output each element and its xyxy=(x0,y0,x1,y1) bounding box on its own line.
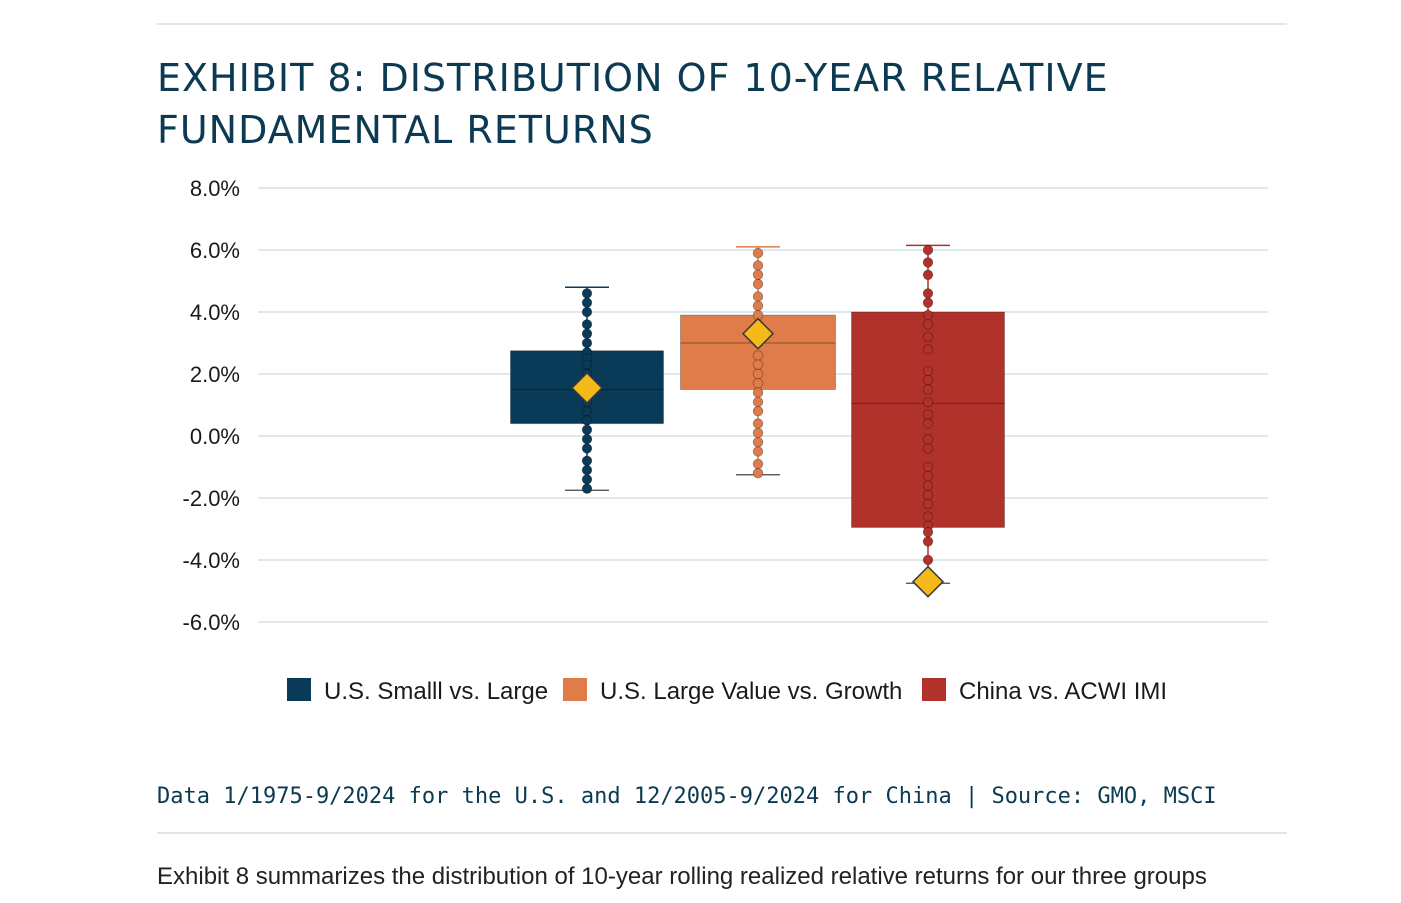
data-point xyxy=(581,455,593,467)
legend-label: U.S. Large Value vs. Growth xyxy=(600,678,902,705)
data-point xyxy=(752,396,764,408)
top-rule xyxy=(157,23,1287,25)
data-point xyxy=(581,424,593,436)
exhibit-title: EXHIBIT 8: DISTRIBUTION OF 10-YEAR RELAT… xyxy=(157,52,1157,156)
data-point xyxy=(581,443,593,454)
y-tick-label: 2.0% xyxy=(190,362,240,387)
box-group xyxy=(851,244,1005,598)
box-group xyxy=(680,246,836,479)
data-point xyxy=(922,511,934,522)
data-point xyxy=(752,368,764,380)
data-point xyxy=(581,328,593,339)
y-tick-label: 0.0% xyxy=(190,424,240,449)
legend-label: U.S. Smalll vs. Large xyxy=(324,678,548,705)
data-point xyxy=(581,319,593,330)
body-text: Exhibit 8 summarizes the distribution of… xyxy=(157,863,1207,890)
data-point xyxy=(752,427,764,439)
data-point xyxy=(752,247,764,259)
data-point xyxy=(922,554,934,566)
y-tick-label: -2.0% xyxy=(183,486,240,511)
data-point xyxy=(581,464,593,476)
data-point xyxy=(752,291,764,302)
data-point xyxy=(922,344,934,355)
data-point xyxy=(922,409,934,420)
data-point xyxy=(922,461,934,473)
data-point xyxy=(581,297,593,308)
data-point xyxy=(581,474,593,485)
data-point xyxy=(922,288,934,299)
data-point xyxy=(752,359,764,370)
data-point xyxy=(752,418,764,429)
chart-legend: U.S. Smalll vs. Large U.S. Large Value vs… xyxy=(287,678,1167,705)
data-point xyxy=(581,359,593,370)
mean-marker xyxy=(911,565,945,598)
data-point xyxy=(581,415,593,426)
y-tick-label: 8.0% xyxy=(190,176,240,201)
data-point xyxy=(752,468,764,479)
data-point xyxy=(581,288,593,299)
legend-swatch xyxy=(287,678,311,701)
data-point xyxy=(581,433,593,445)
data-point xyxy=(922,480,934,491)
data-point xyxy=(752,458,764,470)
data-point xyxy=(922,365,934,377)
data-point xyxy=(922,257,934,268)
y-tick-label: -4.0% xyxy=(183,548,240,573)
data-point xyxy=(922,526,934,538)
data-point xyxy=(922,319,934,330)
data-point xyxy=(752,437,764,448)
box-plot-chart: 8.0% 6.0% 4.0% 2.0% 0.0% -2.0% -4.0% -6.0% U.S.… xyxy=(183,176,1268,705)
data-point xyxy=(752,300,764,312)
y-tick-label: -6.0% xyxy=(183,610,240,635)
data-point xyxy=(922,297,934,308)
data-point xyxy=(922,244,934,256)
data-point xyxy=(581,306,593,318)
data-point xyxy=(922,499,934,510)
data-point xyxy=(922,418,934,429)
legend-swatch xyxy=(922,678,946,701)
data-point xyxy=(752,278,764,290)
data-point xyxy=(581,337,593,349)
y-tick-label: 6.0% xyxy=(190,238,240,263)
title-line-2: FUNDAMENTAL RETURNS xyxy=(157,108,654,152)
box-series xyxy=(510,244,1005,598)
data-point xyxy=(922,384,934,395)
data-point xyxy=(922,269,934,281)
data-point xyxy=(752,387,764,398)
legend-swatch xyxy=(563,678,587,701)
data-point xyxy=(752,269,764,281)
data-point xyxy=(581,483,593,494)
source-note: Data 1/1975-9/2024 for the U.S. and 12/2… xyxy=(157,784,1217,809)
data-point xyxy=(922,331,934,343)
data-point xyxy=(922,433,934,445)
y-tick-label: 4.0% xyxy=(190,300,240,325)
data-point xyxy=(922,536,934,547)
data-point xyxy=(752,446,764,457)
data-point xyxy=(752,406,764,417)
bottom-rule xyxy=(157,832,1287,834)
data-point xyxy=(581,406,593,417)
title-line-1: EXHIBIT 8: DISTRIBUTION OF 10-YEAR RELAT… xyxy=(157,56,1109,100)
y-axis-tick-labels: 8.0% 6.0% 4.0% 2.0% 0.0% -2.0% -4.0% -6.0% xyxy=(183,176,240,635)
data-point xyxy=(922,396,934,408)
mean-marker xyxy=(741,317,775,350)
data-point xyxy=(752,378,764,389)
data-point xyxy=(922,471,934,482)
data-point xyxy=(922,443,934,454)
mean-marker xyxy=(570,371,604,405)
data-point xyxy=(752,350,764,361)
data-point xyxy=(752,260,764,271)
data-point xyxy=(922,309,934,321)
box-group xyxy=(510,286,664,494)
legend-label: China vs. ACWI IMI xyxy=(959,678,1167,705)
data-point xyxy=(922,375,934,386)
data-point xyxy=(922,489,934,501)
